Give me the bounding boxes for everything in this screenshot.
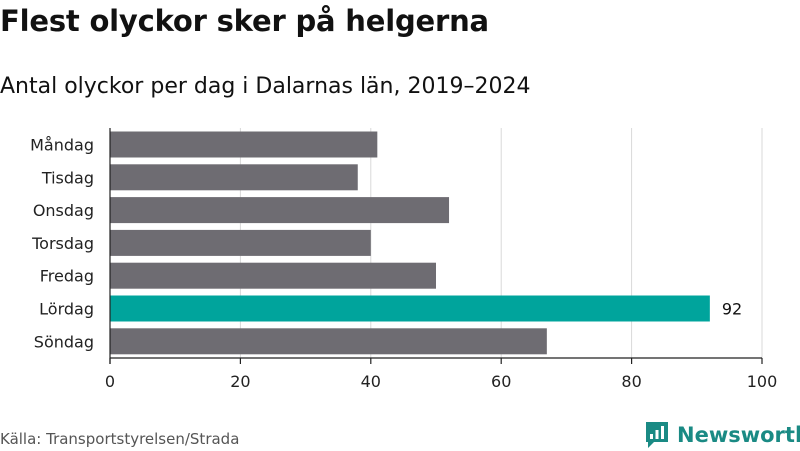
- x-tick-label: 20: [230, 372, 250, 391]
- category-label: Söndag: [34, 332, 94, 351]
- bar: [110, 328, 547, 355]
- data-label: 92: [722, 300, 742, 319]
- x-tick-label: 0: [105, 372, 115, 391]
- source-note: Källa: Transportstyrelsen/Strada: [0, 430, 240, 448]
- chart-title: Flest olyckor sker på helgerna: [0, 4, 489, 38]
- x-tick-label: 100: [747, 372, 778, 391]
- bar: [110, 131, 378, 158]
- category-label: Tisdag: [41, 168, 94, 187]
- x-tick-label: 80: [621, 372, 641, 391]
- category-label: Torsdag: [31, 234, 94, 253]
- bar: [110, 262, 436, 289]
- bar: [110, 229, 371, 256]
- bar: [110, 197, 450, 224]
- newsworthy-logo-icon: [646, 422, 668, 448]
- bar-chart: Måndag Tisdag Onsdag Torsdag Fredag Lördag 92 S…: [30, 128, 778, 391]
- bar: [110, 295, 710, 322]
- category-label: Fredag: [40, 267, 94, 286]
- category-label: Lördag: [39, 300, 94, 319]
- category-label: Onsdag: [33, 201, 94, 220]
- x-tick-label: 60: [491, 372, 511, 391]
- bar: [110, 164, 358, 191]
- chart-subtitle: Antal olyckor per dag i Dalarnas län, 20…: [0, 74, 531, 99]
- logo-text: Newsworthy: [677, 423, 800, 447]
- x-tick-label: 40: [361, 372, 381, 391]
- category-label: Måndag: [30, 136, 94, 155]
- newsworthy-logo: Newsworthy: [644, 419, 800, 451]
